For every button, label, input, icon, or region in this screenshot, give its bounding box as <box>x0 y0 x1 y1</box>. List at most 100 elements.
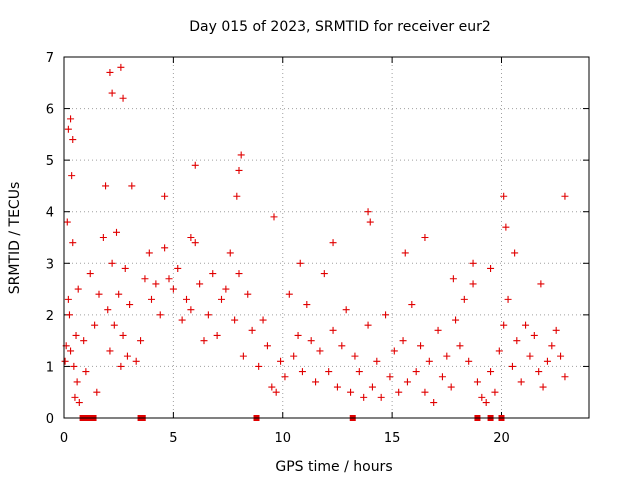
data-point <box>526 352 534 360</box>
y-tick-label: 2 <box>46 309 54 324</box>
data-point <box>478 393 486 401</box>
data-point <box>438 373 446 381</box>
data-point <box>368 383 376 391</box>
data-point <box>69 239 77 247</box>
data-point <box>277 357 285 365</box>
data-point <box>456 342 464 350</box>
y-tick-label: 6 <box>46 103 54 118</box>
data-point <box>218 295 225 303</box>
data-point <box>268 383 276 391</box>
data-point <box>535 368 543 376</box>
data-point <box>487 368 495 376</box>
data-point <box>508 362 516 370</box>
data-point <box>482 399 490 407</box>
data-point <box>64 125 72 133</box>
data-point <box>191 239 199 247</box>
data-point <box>447 383 455 391</box>
data-point <box>285 290 293 298</box>
data-point <box>148 295 155 303</box>
data-point <box>132 357 140 365</box>
data-point <box>244 290 252 298</box>
y-axis-label: SRMTID / TECUs <box>7 182 23 295</box>
data-point <box>530 331 538 339</box>
data-point <box>106 347 114 355</box>
data-point <box>351 352 359 360</box>
data-point <box>231 316 239 324</box>
x-tick-label: 5 <box>169 431 177 446</box>
data-point <box>294 331 302 339</box>
data-point <box>511 249 519 257</box>
data-point <box>364 208 372 216</box>
data-point <box>500 321 508 329</box>
data-point <box>425 357 433 365</box>
data-point <box>513 337 521 345</box>
data-point <box>235 166 243 174</box>
data-point <box>75 399 83 407</box>
x-tick-label: 0 <box>60 431 68 446</box>
data-point <box>434 326 442 334</box>
data-point <box>165 275 173 283</box>
data-point <box>259 316 267 324</box>
data-point <box>452 316 460 324</box>
data-point <box>366 218 374 226</box>
data-point <box>119 331 127 339</box>
data-point <box>539 383 547 391</box>
data-point <box>86 270 94 278</box>
data-point <box>487 264 495 272</box>
data-point <box>382 311 390 319</box>
data-point <box>417 342 425 350</box>
data-point <box>504 295 512 303</box>
data-point <box>213 331 221 339</box>
data-point <box>469 280 477 288</box>
data-point <box>117 362 125 370</box>
data-point <box>110 321 118 329</box>
data-point <box>68 172 76 180</box>
data-point <box>548 342 556 350</box>
data-point <box>557 352 565 360</box>
data-point <box>386 373 394 381</box>
x-tick-label: 15 <box>384 431 401 446</box>
data-point <box>320 270 328 278</box>
data-point <box>443 352 451 360</box>
data-point <box>71 393 79 401</box>
data-point <box>403 378 411 386</box>
data-point <box>73 378 81 386</box>
data-point <box>561 192 569 200</box>
data-point <box>270 213 278 221</box>
data-point <box>178 316 186 324</box>
y-tick-label: 5 <box>46 154 54 169</box>
data-point <box>209 270 217 278</box>
data-point <box>108 259 116 267</box>
data-point <box>126 301 134 309</box>
data-point <box>161 244 169 252</box>
data-point <box>333 383 341 391</box>
data-point <box>137 337 145 345</box>
data-point <box>239 352 247 360</box>
data-point <box>65 311 73 319</box>
data-point <box>123 352 131 360</box>
data-point <box>108 89 116 97</box>
data-point <box>522 321 530 329</box>
data-point <box>412 368 420 376</box>
data-point <box>222 285 230 293</box>
data-point <box>63 218 71 226</box>
data-point <box>95 290 103 298</box>
data-point <box>290 352 298 360</box>
data-point <box>272 388 280 396</box>
data-point <box>64 295 72 303</box>
data-point <box>74 285 82 293</box>
data-point <box>329 326 337 334</box>
y-tick-label: 3 <box>46 257 54 272</box>
data-point <box>502 223 510 231</box>
y-tick-label: 1 <box>46 360 54 375</box>
y-tick-label: 4 <box>46 206 54 221</box>
data-point <box>174 264 182 272</box>
data-point <box>235 270 243 278</box>
data-point <box>430 399 438 407</box>
chart-title: Day 015 of 2023, SRMTID for receiver eur… <box>189 19 491 35</box>
data-point <box>421 388 429 396</box>
data-point <box>401 249 409 257</box>
data-point <box>390 347 398 355</box>
